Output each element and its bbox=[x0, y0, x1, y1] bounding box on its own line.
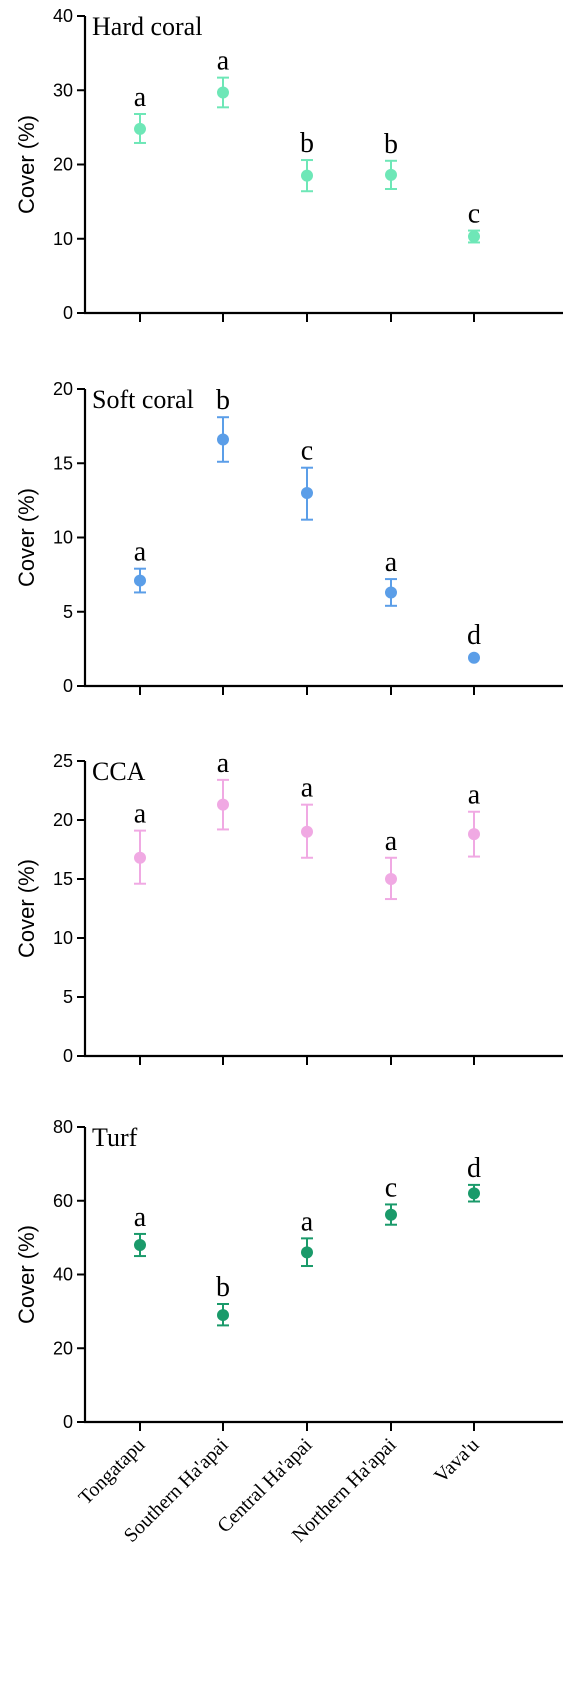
y-tick-label: 20 bbox=[53, 1338, 73, 1358]
data-point bbox=[217, 86, 229, 99]
y-tick-label: 15 bbox=[53, 453, 73, 473]
y-tick-label: 0 bbox=[63, 1412, 73, 1432]
y-axis-title: Cover (%) bbox=[14, 115, 39, 214]
y-tick-label: 40 bbox=[53, 6, 73, 26]
significance-letter: b bbox=[216, 1272, 230, 1303]
data-point bbox=[134, 1239, 146, 1251]
significance-letter: c bbox=[468, 199, 480, 230]
significance-letter: c bbox=[385, 1172, 397, 1203]
y-tick-label: 5 bbox=[63, 602, 73, 622]
data-point bbox=[468, 828, 480, 841]
y-tick-label: 5 bbox=[63, 987, 73, 1007]
data-point bbox=[301, 1246, 313, 1259]
y-tick-label: 0 bbox=[63, 303, 73, 323]
panel-soft-coral: 0 5 10 15 20 Cover (%) Soft coral a b c a d bbox=[14, 379, 563, 696]
panel-hard-coral: 0 10 20 30 40 Cover (%) Hard coral a a b b c bbox=[14, 6, 563, 323]
data-point bbox=[385, 586, 397, 599]
data-point bbox=[134, 122, 146, 135]
panel-title: CCA bbox=[92, 757, 146, 786]
y-axis-title: Cover (%) bbox=[14, 859, 39, 958]
significance-letter: a bbox=[217, 748, 230, 779]
significance-letter: b bbox=[300, 128, 314, 159]
y-tick-label: 40 bbox=[53, 1265, 73, 1285]
data-point bbox=[301, 825, 313, 838]
significance-letter: a bbox=[301, 1206, 314, 1237]
significance-letter: a bbox=[134, 537, 147, 568]
data-point bbox=[385, 1208, 397, 1221]
y-tick-label: 15 bbox=[53, 869, 73, 889]
y-tick-label: 0 bbox=[63, 676, 73, 696]
y-tick-label: 30 bbox=[53, 80, 73, 100]
y-tick-label: 60 bbox=[53, 1191, 73, 1211]
panel-title: Hard coral bbox=[92, 12, 202, 41]
data-point bbox=[301, 486, 313, 499]
panel-cca: 0 5 10 15 20 25 Cover (%) CCA a a a a a bbox=[14, 748, 563, 1066]
y-axis-title: Cover (%) bbox=[14, 488, 39, 587]
significance-letter: a bbox=[468, 780, 481, 811]
significance-letter: c bbox=[301, 436, 313, 467]
panel-title: Turf bbox=[92, 1123, 138, 1152]
significance-letter: b bbox=[216, 385, 230, 416]
y-tick-label: 20 bbox=[53, 810, 73, 830]
significance-letter: b bbox=[384, 129, 398, 160]
y-tick-label: 10 bbox=[53, 229, 73, 249]
significance-letter: a bbox=[385, 826, 398, 857]
panel-turf: 0 20 40 60 80 Cover (%) Turf a b a c d bbox=[14, 1117, 563, 1432]
data-point bbox=[217, 798, 229, 811]
data-point bbox=[468, 651, 480, 664]
y-tick-label: 25 bbox=[53, 751, 73, 771]
data-point bbox=[217, 433, 229, 446]
y-tick-label: 80 bbox=[53, 1117, 73, 1137]
y-tick-label: 20 bbox=[53, 379, 73, 399]
data-point bbox=[134, 574, 146, 587]
y-tick-label: 0 bbox=[63, 1046, 73, 1066]
y-tick-label: 20 bbox=[53, 155, 73, 175]
significance-letter: d bbox=[467, 1153, 481, 1184]
data-point bbox=[301, 169, 313, 182]
data-point bbox=[134, 851, 146, 864]
significance-letter: a bbox=[134, 82, 147, 113]
data-point bbox=[385, 168, 397, 181]
y-tick-label: 10 bbox=[53, 928, 73, 948]
significance-letter: a bbox=[134, 1202, 147, 1233]
significance-letter: a bbox=[385, 547, 398, 578]
significance-letter: a bbox=[301, 773, 314, 804]
y-tick-label: 10 bbox=[53, 528, 73, 548]
x-category-label: Tongatapu bbox=[74, 1434, 149, 1509]
data-point bbox=[385, 873, 397, 885]
x-category-label: Vava'u bbox=[430, 1434, 483, 1487]
y-axis-title: Cover (%) bbox=[14, 1225, 39, 1324]
data-point bbox=[468, 1187, 480, 1200]
significance-letter: a bbox=[217, 46, 230, 77]
significance-letter: d bbox=[467, 620, 481, 651]
data-point bbox=[217, 1309, 229, 1322]
panel-title: Soft coral bbox=[92, 385, 194, 414]
data-point bbox=[468, 230, 480, 243]
significance-letter: a bbox=[134, 799, 147, 830]
